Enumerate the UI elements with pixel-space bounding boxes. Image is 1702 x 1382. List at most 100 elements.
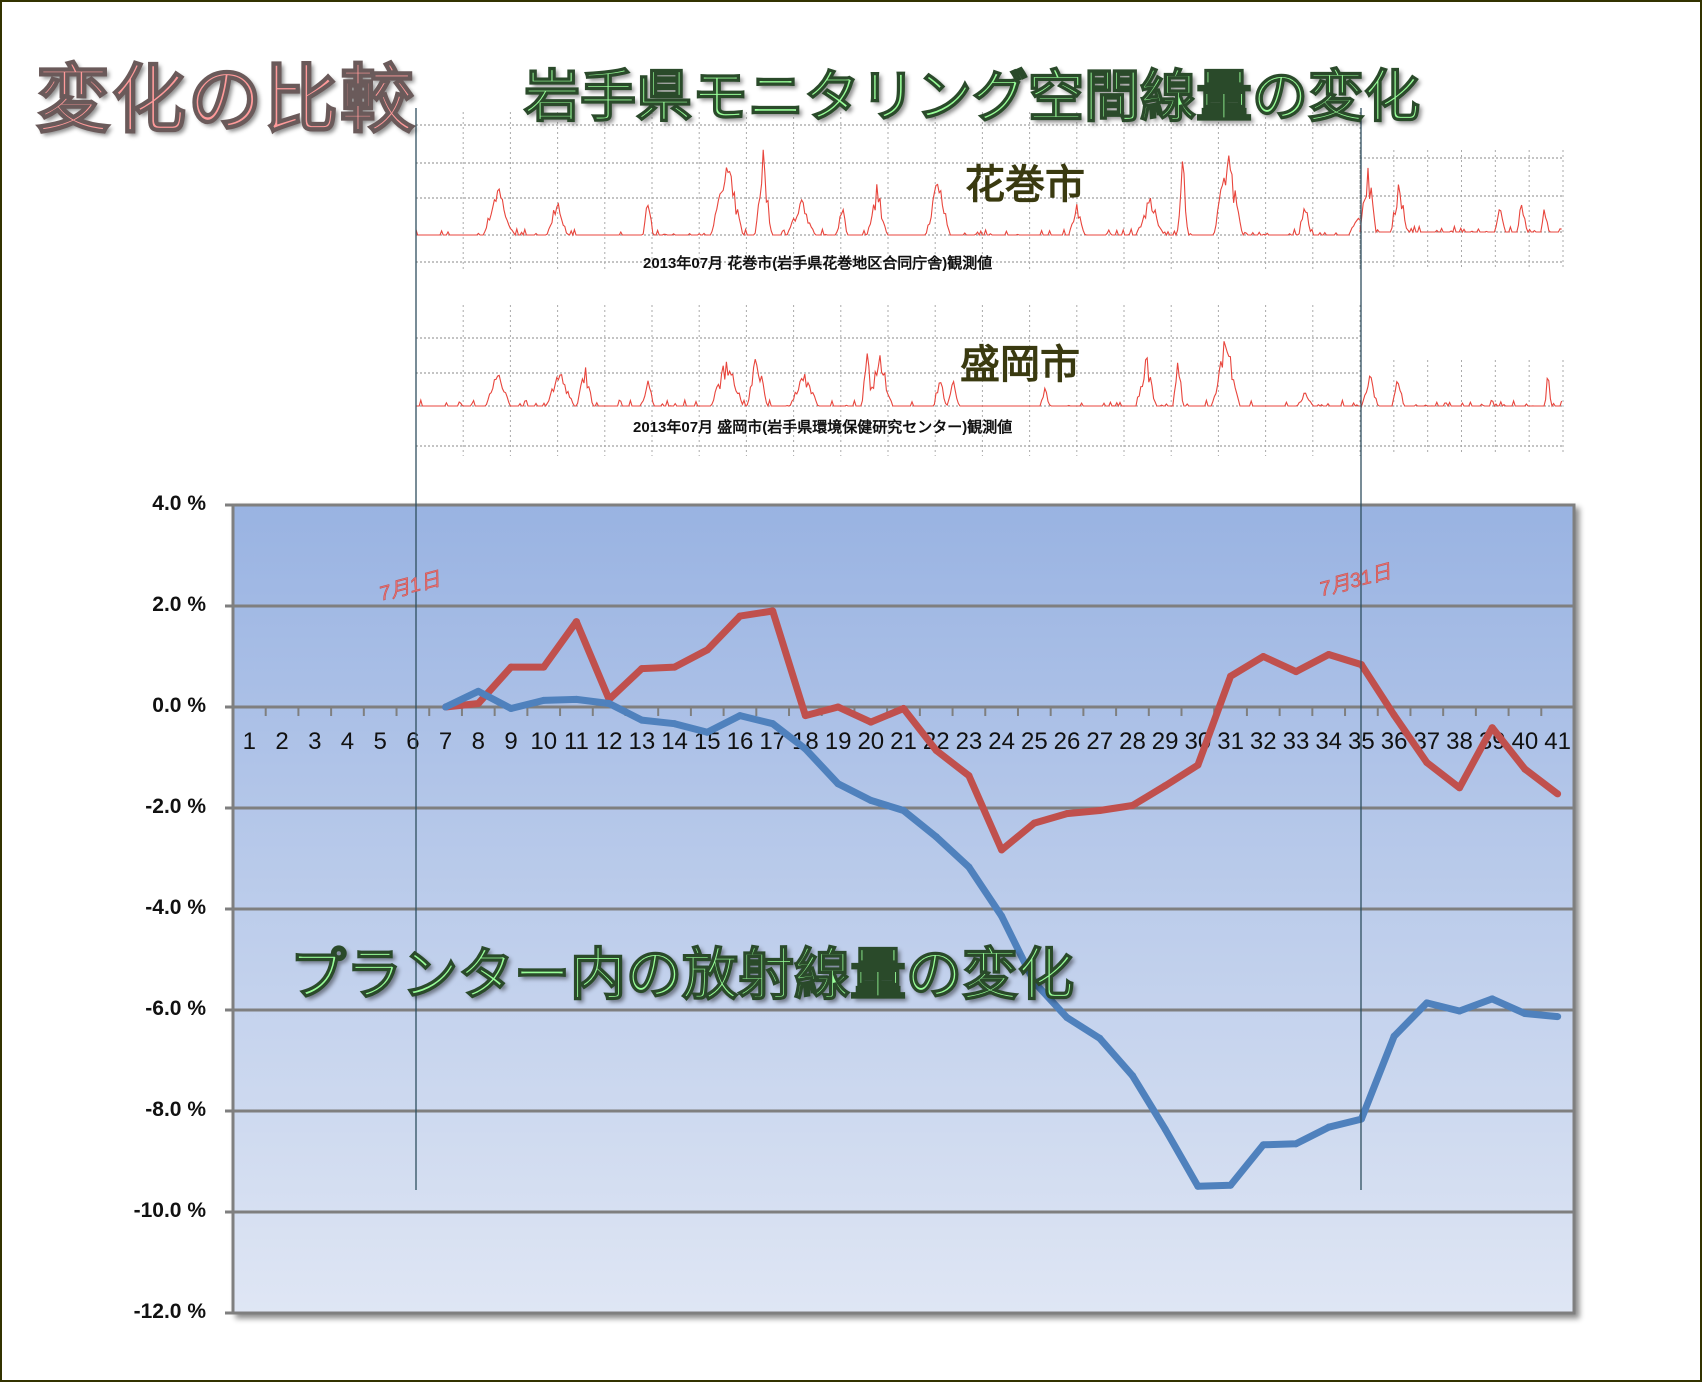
data-point-blue — [1488, 995, 1496, 1003]
sparkline-trace — [1359, 375, 1563, 408]
y-tick-label: 0.0 % — [152, 694, 206, 717]
sparkline-trace — [415, 149, 1361, 237]
data-point-red — [769, 607, 777, 615]
planter-title: プランター内の放射線量の変化 — [289, 942, 1075, 1007]
data-point-red — [801, 712, 809, 720]
data-point-red — [1194, 761, 1202, 769]
data-point-blue — [1063, 1014, 1071, 1022]
x-tick-label: 13 — [628, 728, 655, 755]
data-point-blue — [834, 780, 842, 788]
x-tick-label: 34 — [1315, 728, 1342, 755]
data-point-blue — [998, 912, 1006, 920]
x-tick-label: 31 — [1217, 728, 1244, 755]
x-tick-label: 8 — [472, 728, 485, 755]
data-point-blue — [932, 833, 940, 841]
data-point-blue — [1325, 1123, 1333, 1131]
x-tick-label: 38 — [1446, 728, 1473, 755]
data-point-red — [867, 718, 875, 726]
data-point-blue — [1554, 1013, 1562, 1021]
data-point-blue — [572, 695, 580, 703]
data-point-blue — [442, 703, 450, 711]
x-tick-label: 9 — [504, 728, 517, 755]
data-point-blue — [1030, 978, 1038, 986]
sparkline-trace — [1359, 167, 1562, 234]
data-point-blue — [474, 687, 482, 695]
x-tick-label: 14 — [661, 728, 688, 755]
x-tick-label: 5 — [374, 728, 387, 755]
data-point-red — [1030, 819, 1038, 827]
monitoring-title: 岩手県モニタリング空間線量の変化 — [523, 64, 1421, 129]
x-tick-label: 12 — [596, 728, 623, 755]
sparkline-trace — [416, 341, 1360, 408]
y-tick-label: -8.0 % — [145, 1098, 206, 1121]
caption-hanamaki: 2013年07月 花巻市(岩手県花巻地区合同庁舎)観測値 — [643, 255, 993, 272]
x-tick-label: 28 — [1119, 728, 1146, 755]
x-tick-label: 33 — [1283, 728, 1310, 755]
x-tick-label: 16 — [727, 728, 754, 755]
data-point-red — [932, 746, 940, 754]
data-point-blue — [1390, 1032, 1398, 1040]
data-point-blue — [1227, 1181, 1235, 1189]
data-point-red — [638, 665, 646, 673]
data-point-red — [1488, 724, 1496, 732]
data-point-red — [507, 663, 515, 671]
x-tick-label: 7 — [439, 728, 452, 755]
data-point-red — [1128, 801, 1136, 809]
data-point-red — [1063, 810, 1071, 818]
data-point-blue — [540, 696, 548, 704]
y-tick-label: -2.0 % — [145, 795, 206, 818]
data-point-red — [1554, 790, 1562, 798]
data-point-red — [540, 663, 548, 671]
x-tick-label: 19 — [825, 728, 852, 755]
y-tick-label: -10.0 % — [133, 1199, 206, 1222]
data-point-blue — [1259, 1141, 1267, 1149]
x-tick-label: 21 — [890, 728, 917, 755]
x-tick-label: 26 — [1054, 728, 1081, 755]
y-tick-label: -12.0 % — [133, 1300, 206, 1323]
data-point-red — [736, 612, 744, 620]
data-point-red — [900, 705, 907, 713]
x-tick-label: 11 — [564, 728, 589, 755]
data-point-blue — [769, 720, 777, 728]
data-point-red — [1259, 653, 1267, 660]
data-point-blue — [1292, 1140, 1300, 1148]
y-tick-label: 4.0 % — [152, 492, 206, 515]
data-point-blue — [965, 863, 973, 871]
data-point-red — [1227, 672, 1235, 680]
data-point-red — [1161, 782, 1169, 790]
data-point-blue — [605, 699, 613, 707]
data-point-blue — [1456, 1007, 1464, 1015]
data-point-red — [1390, 711, 1398, 719]
data-point-blue — [1161, 1125, 1169, 1133]
data-point-red — [1423, 759, 1431, 767]
x-tick-label: 40 — [1512, 728, 1539, 755]
y-tick-label: -6.0 % — [145, 997, 206, 1020]
data-point-red — [572, 618, 580, 626]
data-point-red — [703, 646, 711, 654]
x-tick-label: 3 — [308, 728, 321, 755]
data-point-blue — [1194, 1182, 1202, 1190]
data-point-blue — [900, 807, 907, 815]
data-point-red — [1456, 784, 1464, 792]
data-point-blue — [638, 716, 646, 724]
x-tick-label: 25 — [1021, 728, 1048, 755]
x-tick-label: 41 — [1544, 728, 1571, 755]
x-tick-label: 2 — [275, 728, 288, 755]
data-point-blue — [1521, 1010, 1529, 1018]
x-tick-label: 4 — [341, 728, 354, 755]
x-tick-label: 24 — [988, 728, 1015, 755]
data-point-red — [1325, 650, 1333, 658]
y-tick-label: 2.0 % — [152, 593, 206, 616]
city-label-morioka: 盛岡市 — [960, 343, 1080, 387]
x-tick-label: 1 — [243, 728, 256, 755]
data-point-red — [1521, 765, 1529, 773]
data-point-red — [1292, 668, 1300, 676]
data-point-red — [965, 772, 973, 780]
data-point-red — [671, 663, 679, 671]
x-tick-label: 6 — [406, 728, 419, 755]
x-tick-label: 29 — [1152, 728, 1179, 755]
data-point-blue — [507, 705, 515, 713]
data-point-blue — [867, 796, 875, 804]
